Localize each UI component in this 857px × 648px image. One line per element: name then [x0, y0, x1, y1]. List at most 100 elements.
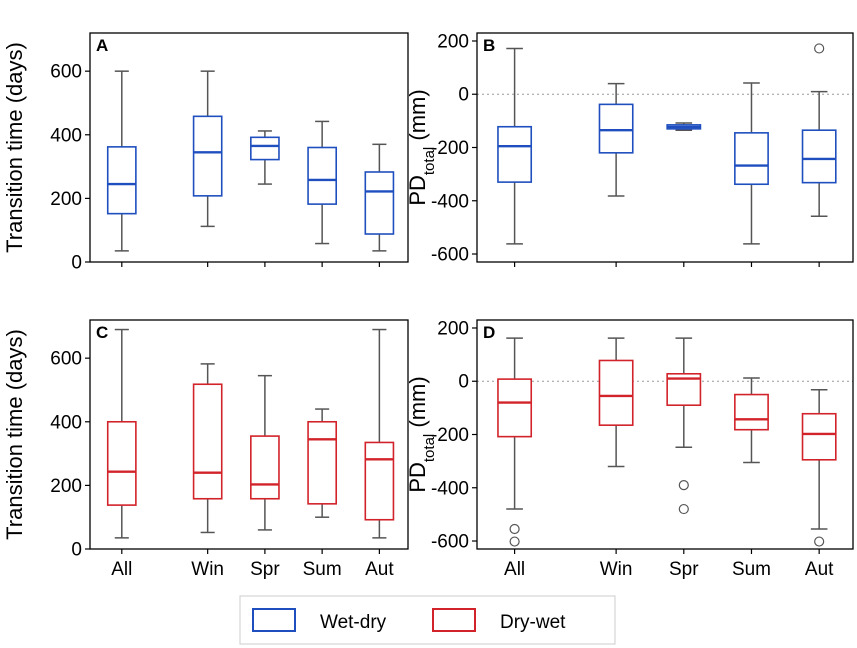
y-axis-label-subscript: total: [421, 147, 438, 175]
box-iqr: [307, 420, 338, 505]
box-win: [598, 337, 634, 468]
y-tick-label: -200: [431, 425, 469, 446]
y-axis-label-subscript: total: [421, 434, 438, 462]
box-win: [192, 70, 223, 228]
panel-letter: C: [96, 323, 108, 342]
box-iqr: [192, 383, 223, 500]
x-tick-label: Win: [600, 559, 633, 580]
box-iqr: [192, 115, 223, 197]
y-tick-label: -200: [431, 138, 469, 159]
y-tick-label: 0: [71, 253, 82, 274]
y-tick-label: -600: [431, 245, 469, 266]
box-iqr: [734, 393, 769, 431]
box-aut: [801, 389, 837, 547]
y-axis-label-unit: (mm): [405, 376, 430, 433]
box-iqr: [250, 435, 280, 500]
y-tick-label: 200: [50, 189, 82, 210]
axes-frame: [89, 319, 409, 550]
box-sum: [307, 120, 338, 245]
box-iqr: [364, 171, 395, 235]
box-iqr: [106, 146, 137, 215]
y-axis-label: PDtotal (mm): [405, 376, 438, 492]
legend-swatch-wet-dry: [252, 608, 296, 632]
y-axis-label: PDtotal (mm): [405, 89, 438, 205]
y-tick-label: 200: [437, 31, 469, 52]
x-tick-label: Aut: [805, 559, 834, 580]
box-spr: [666, 337, 702, 515]
box-sum: [307, 408, 338, 518]
flier-point: [814, 536, 825, 547]
legend-frame: [239, 595, 616, 645]
x-tick-label: Sum: [303, 559, 342, 580]
box-iqr: [598, 103, 634, 154]
y-tick-label: 400: [50, 412, 82, 433]
panel-letter: D: [483, 323, 495, 342]
box-iqr: [250, 136, 280, 161]
axes-frame: [476, 32, 854, 263]
box-sum: [734, 377, 769, 464]
box-spr: [666, 122, 702, 131]
y-axis-label-main: PD: [405, 175, 430, 206]
axes-frame: [89, 32, 409, 263]
box-aut: [364, 143, 395, 252]
x-tick-label: All: [111, 559, 132, 580]
box-win: [192, 363, 223, 534]
x-tick-label: All: [504, 559, 525, 580]
panel-b: -600 -400 -200 0 200 B PDtotal (mm): [405, 31, 854, 267]
x-tick-label: Win: [191, 559, 224, 580]
panel-letter: B: [483, 36, 495, 55]
legend-label-wet-dry: Wet-dry: [320, 612, 387, 633]
y-axis-label-main: PD: [405, 462, 430, 493]
panel-letter: A: [96, 36, 108, 55]
y-tick-label: 400: [50, 125, 82, 146]
y-tick-label: 200: [50, 476, 82, 497]
flier-point: [509, 536, 520, 547]
flier-point: [509, 523, 520, 535]
legend: Wet-dry Dry-wet: [239, 595, 616, 645]
y-axis-label: Transition time (days): [2, 329, 27, 540]
box-all: [106, 328, 137, 539]
x-tick-label: Spr: [250, 559, 280, 580]
box-iqr: [364, 441, 395, 521]
box-all: [497, 337, 533, 547]
box-all: [497, 47, 533, 245]
panel-d: -600 -400 -200 0 200 All Win Spr Sum Aut D PDtotal …: [405, 318, 854, 580]
box-iqr: [106, 420, 137, 506]
box-aut: [801, 43, 837, 217]
box-iqr: [734, 132, 769, 186]
box-aut: [364, 328, 395, 539]
panel-c: 0 200 400 600 All Win Spr Sum Aut C Transition tim…: [2, 319, 409, 580]
legend-swatch-dry-wet: [432, 608, 476, 632]
box-iqr: [801, 412, 837, 461]
y-tick-label: 0: [458, 372, 469, 393]
box-sum: [734, 82, 769, 245]
y-tick-label: 600: [50, 349, 82, 370]
box-iqr: [598, 359, 634, 426]
flier-point: [678, 503, 689, 515]
y-tick-label: 600: [50, 62, 82, 83]
x-tick-label: Aut: [365, 559, 394, 580]
box-iqr: [307, 146, 338, 205]
y-axis-label: Transition time (days): [2, 42, 27, 253]
flier-point: [814, 43, 825, 54]
y-tick-label: -400: [431, 478, 469, 499]
flier-point: [678, 479, 689, 491]
x-tick-label: Spr: [669, 559, 699, 580]
box-spr: [250, 130, 280, 185]
y-tick-label: -600: [431, 532, 469, 553]
axes-frame: [476, 319, 854, 550]
x-tick-label: Sum: [732, 559, 771, 580]
panel-a: 0 200 400 600 A Transition time (days): [2, 32, 409, 274]
y-tick-label: 0: [458, 85, 469, 106]
box-iqr: [801, 129, 837, 184]
y-axis-label-unit: (mm): [405, 89, 430, 146]
y-tick-label: -400: [431, 191, 469, 212]
legend-label-dry-wet: Dry-wet: [500, 612, 566, 633]
box-win: [598, 82, 634, 197]
box-all: [106, 70, 137, 252]
box-spr: [250, 374, 280, 531]
box-iqr: [497, 378, 533, 438]
y-tick-label: 200: [437, 318, 469, 339]
y-tick-label: 0: [71, 540, 82, 561]
